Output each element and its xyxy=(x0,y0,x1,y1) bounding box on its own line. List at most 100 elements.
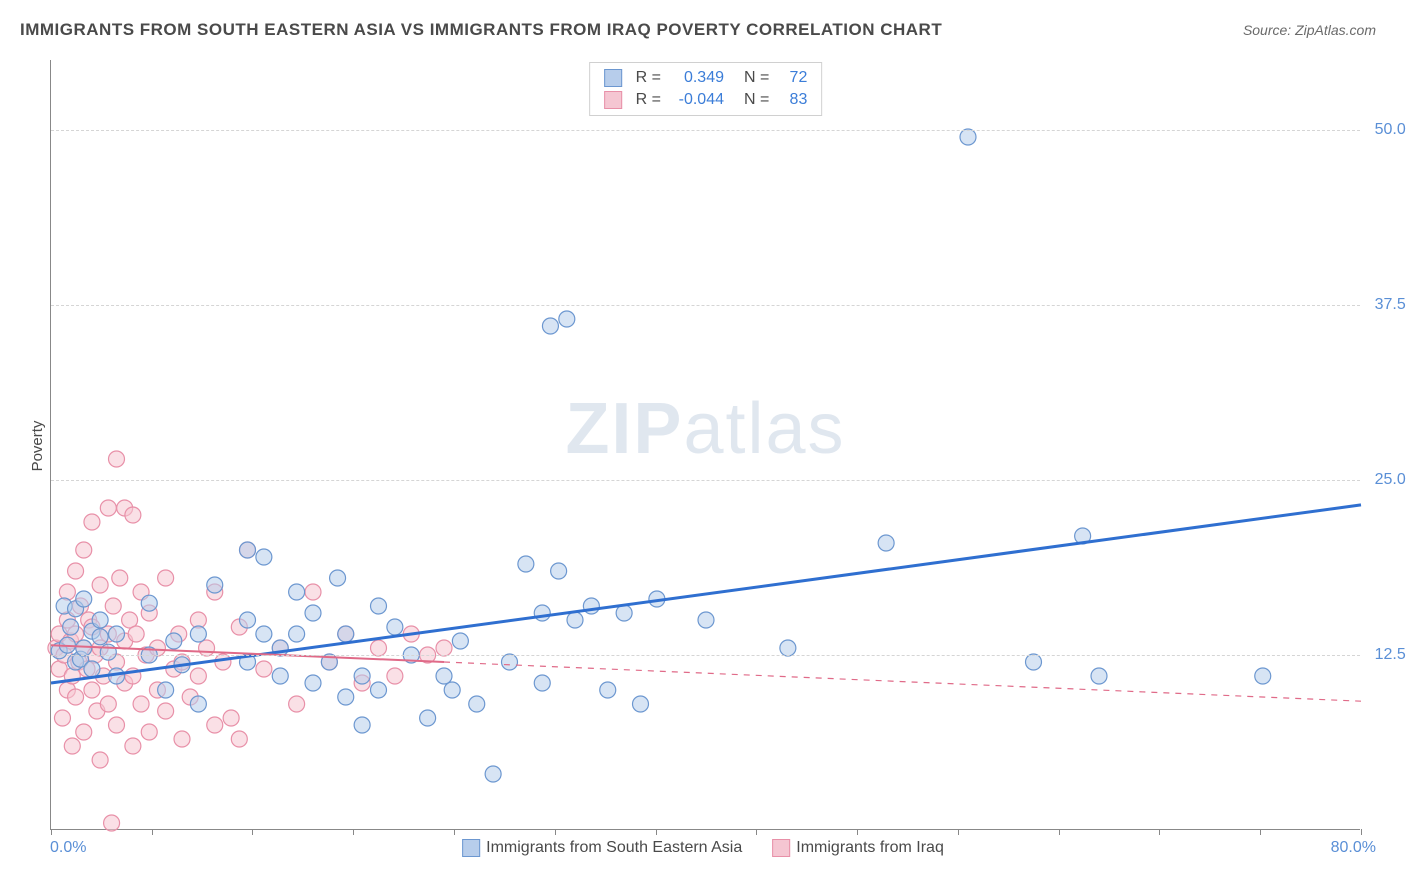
data-point xyxy=(1026,654,1042,670)
x-axis-max-label: 80.0% xyxy=(1331,839,1376,857)
legend-label: Immigrants from South Eastern Asia xyxy=(486,839,742,856)
chart-title: IMMIGRANTS FROM SOUTH EASTERN ASIA VS IM… xyxy=(20,20,942,40)
data-point xyxy=(289,584,305,600)
data-point xyxy=(518,556,534,572)
data-point xyxy=(420,710,436,726)
y-tick-label: 37.5% xyxy=(1365,296,1406,314)
data-point xyxy=(371,598,387,614)
data-point xyxy=(1255,668,1271,684)
legend-item: Immigrants from Iraq xyxy=(772,839,944,857)
data-point xyxy=(125,738,141,754)
r-value: 0.349 xyxy=(669,69,724,87)
data-point xyxy=(559,311,575,327)
data-point xyxy=(485,766,501,782)
source-attribution: Source: ZipAtlas.com xyxy=(1243,22,1376,38)
data-point xyxy=(190,668,206,684)
data-point xyxy=(452,633,468,649)
data-point xyxy=(104,815,120,831)
data-point xyxy=(141,724,157,740)
data-point xyxy=(109,451,125,467)
data-point xyxy=(92,577,108,593)
data-point xyxy=(256,549,272,565)
data-point xyxy=(567,612,583,628)
data-point xyxy=(190,626,206,642)
r-value: -0.044 xyxy=(669,91,724,109)
data-point xyxy=(76,591,92,607)
data-point xyxy=(469,696,485,712)
data-point xyxy=(133,696,149,712)
x-tick xyxy=(51,829,52,835)
data-point xyxy=(231,731,247,747)
data-point xyxy=(223,710,239,726)
data-point xyxy=(1091,668,1107,684)
data-point xyxy=(59,584,75,600)
stat-label: N = xyxy=(744,69,769,87)
data-point xyxy=(92,752,108,768)
data-point xyxy=(256,661,272,677)
data-point xyxy=(256,626,272,642)
data-point xyxy=(960,129,976,145)
data-point xyxy=(534,675,550,691)
data-point xyxy=(354,668,370,684)
data-point xyxy=(240,542,256,558)
data-point xyxy=(207,717,223,733)
plot-area: ZIPatlas R =0.349N =72R =-0.044N =83 12.… xyxy=(50,60,1360,830)
y-tick-label: 50.0% xyxy=(1365,121,1406,139)
data-point xyxy=(698,612,714,628)
x-tick xyxy=(555,829,556,835)
gridline-h xyxy=(51,130,1360,131)
series-legend: Immigrants from South Eastern Asia Immigr… xyxy=(462,839,944,857)
data-point xyxy=(125,507,141,523)
data-point xyxy=(371,682,387,698)
trend-line xyxy=(51,505,1361,683)
data-point xyxy=(338,626,354,642)
x-tick xyxy=(958,829,959,835)
y-tick-label: 25.0% xyxy=(1365,471,1406,489)
data-point xyxy=(289,626,305,642)
x-tick xyxy=(152,829,153,835)
data-point xyxy=(63,619,79,635)
data-point xyxy=(54,710,70,726)
legend-item: Immigrants from South Eastern Asia xyxy=(462,839,742,857)
data-point xyxy=(76,542,92,558)
data-point xyxy=(68,563,84,579)
y-axis-label: Poverty xyxy=(29,421,46,472)
data-point xyxy=(158,703,174,719)
data-point xyxy=(199,640,215,656)
x-tick xyxy=(454,829,455,835)
data-point xyxy=(780,640,796,656)
data-point xyxy=(305,584,321,600)
legend-swatch xyxy=(604,91,622,109)
data-point xyxy=(207,577,223,593)
gridline-h xyxy=(51,305,1360,306)
data-point xyxy=(92,612,108,628)
correlation-legend: R =0.349N =72R =-0.044N =83 xyxy=(589,62,823,116)
data-point xyxy=(174,731,190,747)
data-point xyxy=(542,318,558,334)
data-point xyxy=(354,717,370,733)
data-point xyxy=(64,738,80,754)
trend-line-extrapolated xyxy=(444,662,1361,701)
data-point xyxy=(76,724,92,740)
legend-swatch xyxy=(604,69,622,87)
data-point xyxy=(534,605,550,621)
data-point xyxy=(100,696,116,712)
x-tick xyxy=(1059,829,1060,835)
data-point xyxy=(289,696,305,712)
x-tick xyxy=(656,829,657,835)
legend-stat-row: R =-0.044N =83 xyxy=(604,89,808,111)
data-point xyxy=(436,640,452,656)
data-point xyxy=(190,696,206,712)
x-tick xyxy=(252,829,253,835)
data-point xyxy=(84,514,100,530)
x-tick xyxy=(1159,829,1160,835)
legend-label: Immigrants from Iraq xyxy=(796,839,944,856)
data-point xyxy=(84,682,100,698)
chart-svg xyxy=(51,60,1360,829)
data-point xyxy=(436,668,452,684)
legend-stat-row: R =0.349N =72 xyxy=(604,67,808,89)
data-point xyxy=(600,682,616,698)
data-point xyxy=(305,675,321,691)
data-point xyxy=(68,689,84,705)
x-tick xyxy=(1260,829,1261,835)
